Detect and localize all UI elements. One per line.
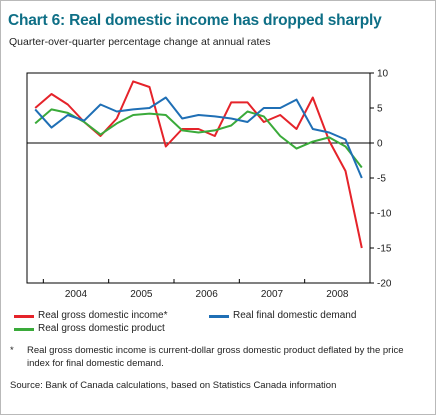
footnote-text: Real gross domestic income is current-do… — [27, 345, 404, 369]
plot-area: 10 5 0 -5 -10 -15 -20 2004 2005 2006 2007 2008 — [26, 69, 392, 300]
y-tick-label: -20 — [377, 279, 392, 290]
series-line-2 — [34, 96, 363, 179]
legend-label-gdp: Real gross domestic product — [38, 323, 165, 334]
y-tick-label: 0 — [377, 139, 383, 150]
chart-subtitle: Quarter-over-quarter percentage change a… — [9, 36, 271, 48]
legend: Real gross domestic income* Real gross d… — [14, 308, 424, 340]
y-tick-label: -5 — [377, 174, 386, 185]
plot-border — [26, 72, 371, 284]
source-note: Source: Bank of Canada calculations, bas… — [10, 380, 337, 391]
x-tick-label: 2005 — [130, 289, 153, 300]
footnote-marker: * — [10, 345, 14, 356]
y-tick-label: -15 — [377, 244, 392, 255]
legend-swatch-red — [14, 315, 34, 318]
x-tick-label: 2008 — [326, 289, 349, 300]
legend-label-fdd: Real final domestic demand — [233, 310, 357, 321]
series-line-1 — [34, 108, 363, 169]
y-tick-label: 10 — [377, 69, 389, 80]
x-tick-label: 2004 — [65, 289, 88, 300]
legend-swatch-green — [14, 328, 34, 331]
x-tick-label: 2007 — [261, 289, 284, 300]
legend-label-gdi: Real gross domestic income* — [38, 310, 168, 321]
x-tick-label: 2006 — [196, 289, 219, 300]
chart-title: Chart 6: Real domestic income has droppe… — [8, 12, 382, 29]
legend-swatch-blue — [209, 315, 229, 318]
y-tick-label: -10 — [377, 209, 392, 220]
y-tick-label: 5 — [377, 104, 383, 115]
series-line-0 — [34, 80, 363, 249]
